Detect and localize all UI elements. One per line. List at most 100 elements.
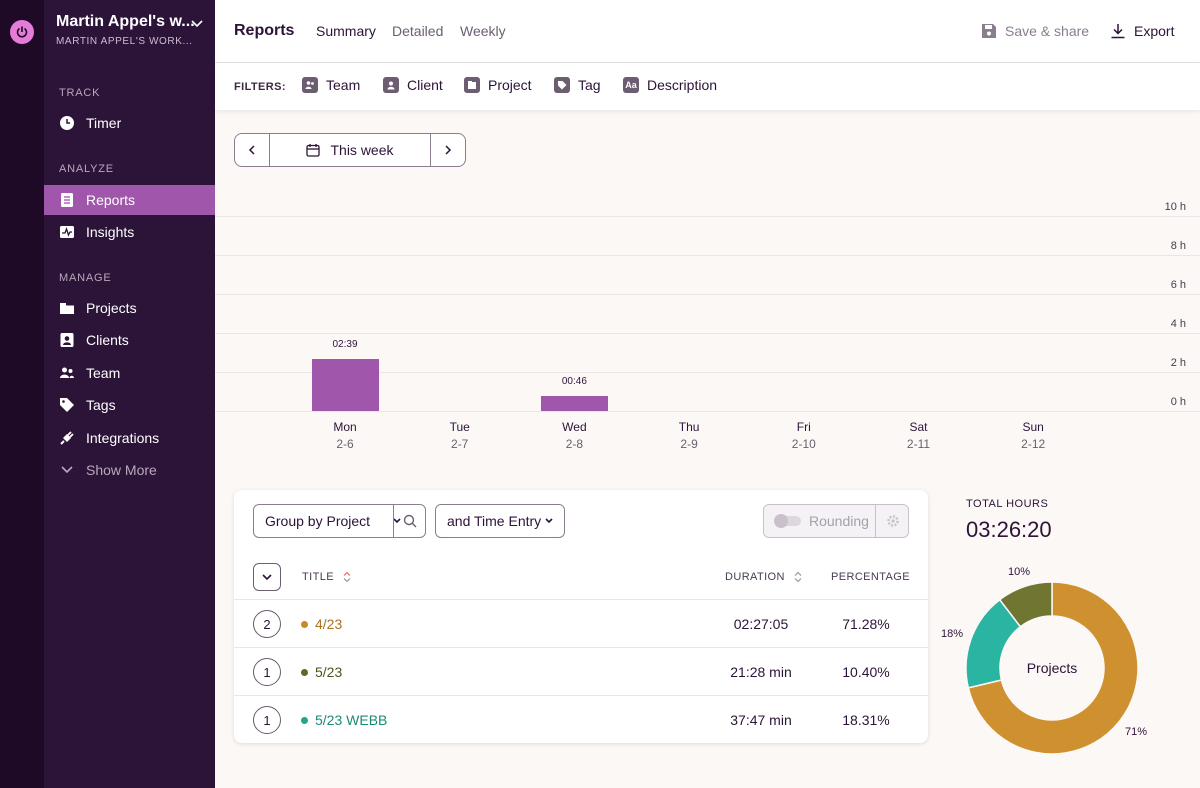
- next-week-button[interactable]: [431, 134, 465, 166]
- sidebar-item-tags[interactable]: Tags: [44, 390, 215, 420]
- gridline: [215, 255, 1200, 256]
- x-date-label: 2-10: [791, 437, 816, 451]
- page-header: Reports Summary Detailed Weekly Save & s…: [215, 0, 1200, 63]
- sidebar-item-label: Clients: [86, 332, 129, 348]
- sidebar-item-reports[interactable]: Reports: [44, 185, 215, 215]
- download-icon: [1110, 23, 1126, 39]
- filter-project[interactable]: Project: [464, 77, 532, 93]
- chevron-left-icon: [248, 145, 255, 155]
- sidebar-item-label: Tags: [86, 397, 116, 413]
- total-hours-value: 03:26:20: [966, 517, 1052, 542]
- client-icon: [59, 332, 75, 348]
- filter-tag[interactable]: Tag: [554, 77, 601, 93]
- gridline: [215, 411, 1200, 412]
- tab-summary[interactable]: Summary: [316, 23, 376, 39]
- tab-weekly[interactable]: Weekly: [460, 23, 506, 39]
- tab-detailed[interactable]: Detailed: [392, 23, 444, 39]
- and-by-select[interactable]: and Time Entry: [435, 504, 565, 538]
- plug-icon: [59, 430, 75, 446]
- percentage-value: 10.40%: [842, 664, 890, 680]
- page-title: Reports: [234, 22, 295, 39]
- workspace-name[interactable]: Martin Appel's w...: [56, 13, 195, 30]
- rounding-toggle[interactable]: Rounding: [763, 504, 909, 538]
- table-row[interactable]: 2 4/23 02:27:05 71.28%: [234, 599, 928, 647]
- x-date-label: 2-6: [336, 437, 354, 451]
- date-range-picker: This week: [234, 133, 466, 167]
- group-by-label: Group by Project: [265, 513, 371, 529]
- x-date-label: 2-11: [906, 437, 931, 451]
- chevron-down-icon: [545, 518, 553, 524]
- workspace-subtitle: MARTIN APPEL'S WORK...: [56, 36, 193, 47]
- chevron-down-icon: [393, 518, 401, 524]
- sidebar-item-show-more[interactable]: Show More: [44, 455, 215, 485]
- filter-team[interactable]: Team: [302, 77, 360, 93]
- group-by-select[interactable]: Group by Project: [253, 504, 426, 538]
- project-title: 5/23: [315, 664, 343, 680]
- sidebar-item-integrations[interactable]: Integrations: [44, 423, 215, 453]
- sort-icon: [343, 571, 351, 583]
- x-tick-label: Mon: [333, 420, 357, 434]
- donut-slice-label: 18%: [941, 628, 964, 640]
- summary-table-card: Group by Project and Time Entry Rounding…: [234, 490, 928, 743]
- project-color-dot: [301, 621, 308, 628]
- toggle-switch[interactable]: [774, 514, 801, 528]
- chevron-right-icon: [445, 145, 452, 155]
- sort-icon: [794, 571, 802, 583]
- table-row[interactable]: 1 5/23 WEBB 37:47 min 18.31%: [234, 695, 928, 743]
- prev-week-button[interactable]: [235, 134, 269, 166]
- duration-column-header[interactable]: DURATION: [725, 571, 803, 583]
- gear-icon[interactable]: [875, 505, 909, 537]
- sidebar-item-timer[interactable]: Timer: [44, 108, 215, 138]
- chevron-down-icon: [59, 462, 75, 478]
- app-rail: [0, 0, 44, 788]
- tag-icon: [554, 77, 570, 93]
- chart-bar[interactable]: [311, 359, 379, 411]
- save-share-button[interactable]: Save & share: [981, 23, 1089, 39]
- percentage-column-header: PERCENTAGE: [831, 571, 910, 583]
- search-icon[interactable]: [393, 505, 426, 537]
- sidebar-item-label: Timer: [86, 115, 122, 131]
- sidebar-item-insights[interactable]: Insights: [44, 217, 215, 247]
- daily-bar-chart: 0 h 2 h 4 h 6 h 8 h 10 h 02:39 Mon 2-6 Tue 2-7 00:4…: [215, 190, 1200, 460]
- sidebar-item-label: Integrations: [86, 430, 160, 446]
- sidebar: Martin Appel's w... MARTIN APPEL'S WORK.…: [44, 0, 215, 788]
- y-tick-label: 2 h: [1170, 357, 1186, 369]
- client-icon: [383, 77, 399, 93]
- title-column-header[interactable]: TITLE: [302, 571, 352, 583]
- bar-value-label: 02:39: [332, 339, 358, 351]
- project-color-dot: [301, 717, 308, 724]
- project-title: 5/23 WEBB: [315, 712, 388, 728]
- y-tick-label: 4 h: [1170, 318, 1186, 330]
- date-range-button[interactable]: This week: [269, 134, 431, 166]
- filter-client[interactable]: Client: [383, 77, 443, 93]
- y-tick-label: 8 h: [1170, 240, 1186, 252]
- power-icon[interactable]: [10, 20, 34, 44]
- save-icon: [981, 23, 997, 39]
- chevron-down-icon[interactable]: [190, 16, 204, 34]
- donut-slice[interactable]: [998, 581, 1053, 628]
- date-range-label: This week: [330, 142, 394, 158]
- x-date-label: 2-12: [1021, 437, 1046, 451]
- expand-all-button[interactable]: [253, 563, 281, 591]
- entry-count[interactable]: 1: [253, 706, 281, 734]
- section-track: TRACK: [59, 87, 101, 99]
- x-tick-label: Tue: [449, 420, 470, 434]
- sidebar-item-label: Show More: [86, 462, 157, 478]
- export-button[interactable]: Export: [1110, 23, 1174, 39]
- sidebar-item-label: Reports: [86, 192, 136, 208]
- entry-count[interactable]: 1: [253, 658, 281, 686]
- sidebar-item-projects[interactable]: Projects: [44, 293, 215, 323]
- entry-count[interactable]: 2: [253, 610, 281, 638]
- sidebar-item-label: Team: [86, 365, 121, 381]
- x-tick-label: Fri: [796, 420, 811, 434]
- chart-bar[interactable]: [540, 396, 608, 411]
- sidebar-item-team[interactable]: Team: [44, 358, 215, 388]
- duration-value: 02:27:05: [733, 616, 789, 632]
- sidebar-item-clients[interactable]: Clients: [44, 325, 215, 355]
- donut-slice[interactable]: [967, 581, 1139, 755]
- rounding-label: Rounding: [809, 513, 869, 529]
- table-row[interactable]: 1 5/23 21:28 min 10.40%: [234, 647, 928, 695]
- filter-description[interactable]: Aa Description: [623, 77, 717, 93]
- percentage-header-label: PERCENTAGE: [831, 571, 910, 583]
- y-tick-label: 10 h: [1164, 201, 1186, 213]
